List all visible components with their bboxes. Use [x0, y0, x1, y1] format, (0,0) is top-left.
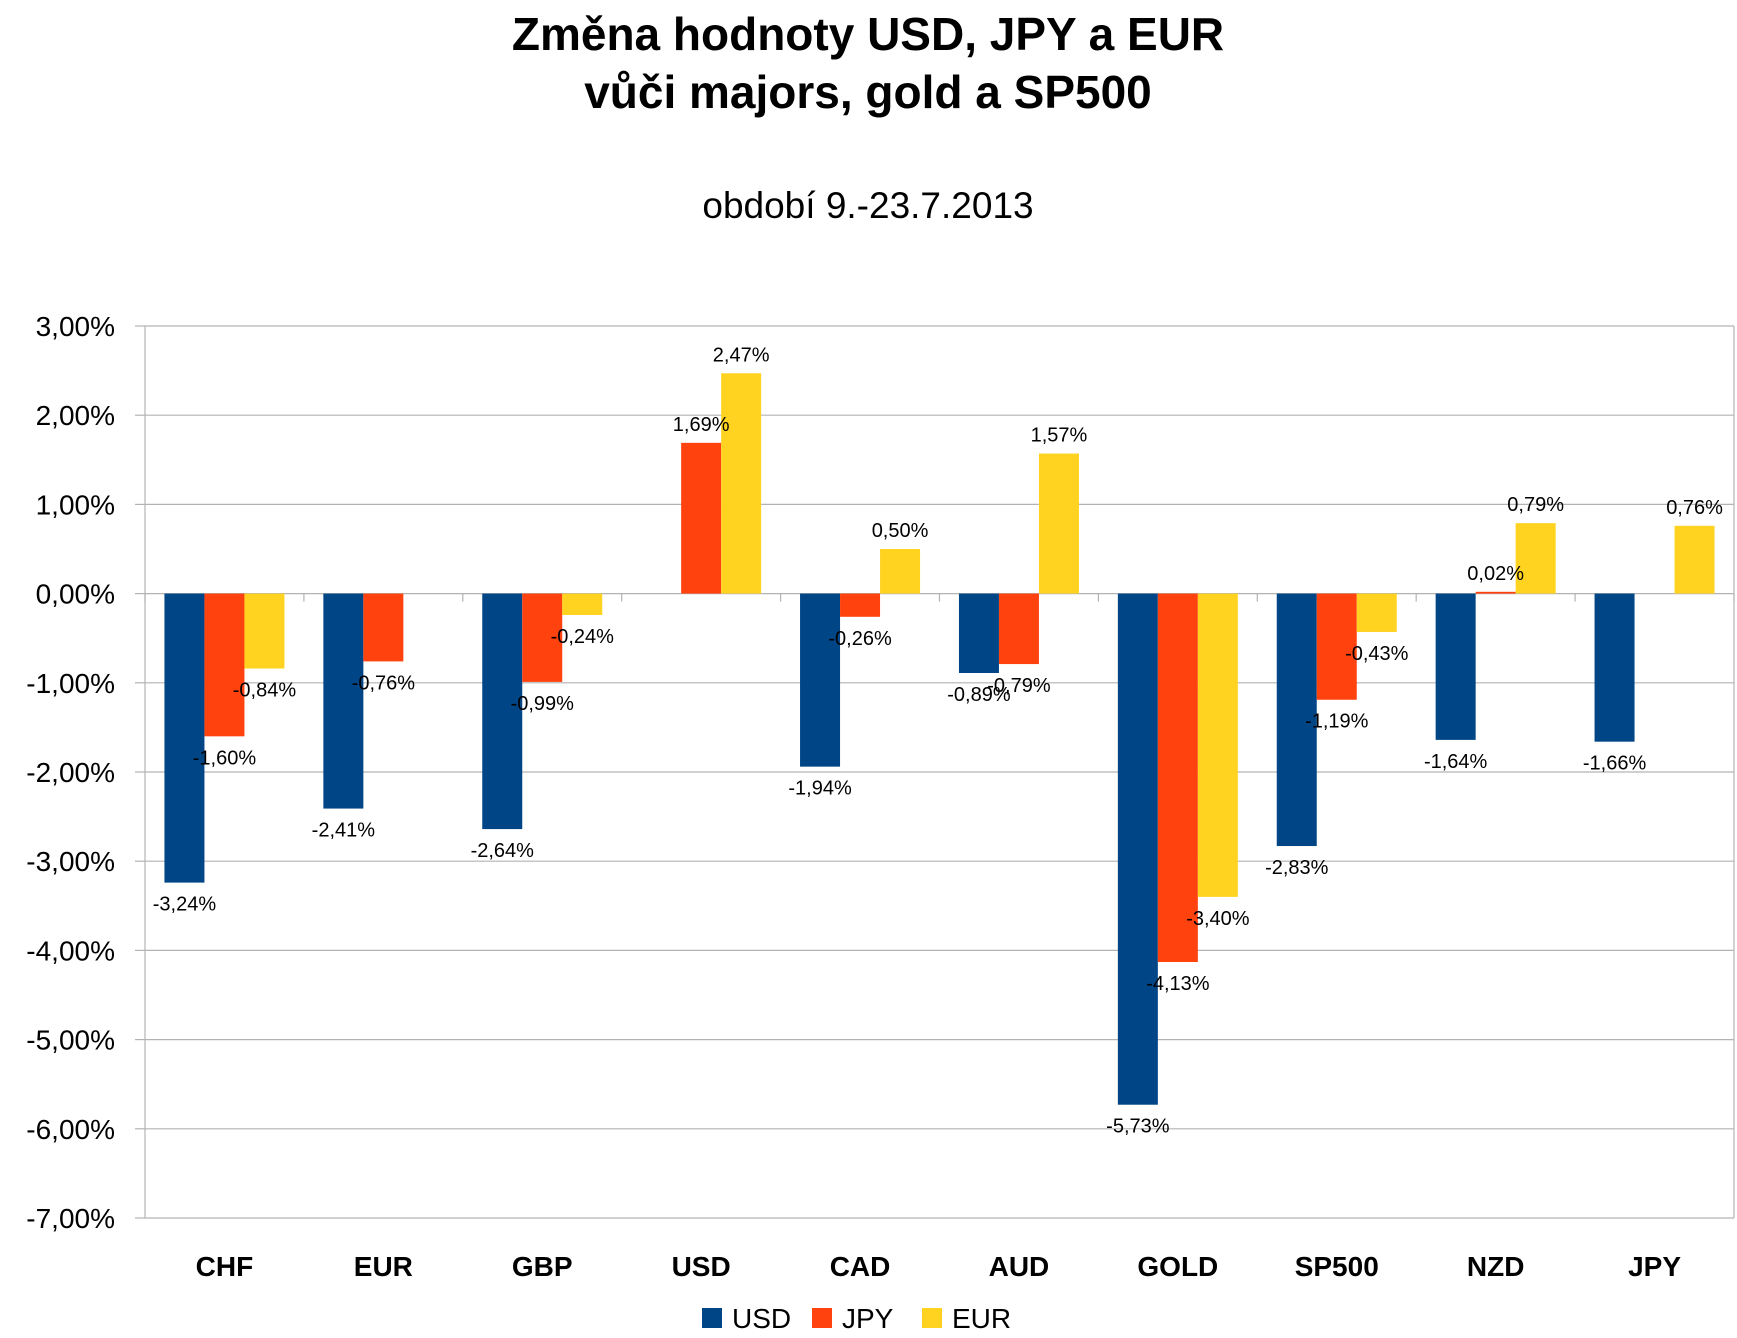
bar-usd-cad — [800, 593, 841, 767]
y-tick-label: -7,00% — [26, 1203, 115, 1234]
bar-eur-cad — [880, 549, 921, 594]
bar-jpy-cad — [840, 593, 881, 617]
data-label: -3,40% — [1186, 908, 1250, 930]
chart-title-line-1: Změna hodnoty USD, JPY a EUR — [512, 8, 1224, 60]
y-tick-label: 2,00% — [36, 400, 115, 431]
y-tick-label: 3,00% — [36, 311, 115, 342]
data-label: -5,73% — [1106, 1116, 1170, 1138]
data-labels: -3,24% -2,41% -2,64% -1,94% -0,89% -5,73% -2,8… — [153, 344, 1723, 1137]
y-tick-label: -5,00% — [26, 1025, 115, 1056]
data-label: -2,64% — [471, 840, 535, 862]
category-label: CAD — [830, 1251, 891, 1282]
bar-usd-nzd — [1435, 593, 1476, 740]
axes: 3,00% 2,00% 1,00% 0,00% -1,00% -2,00% -3,00% -4… — [26, 311, 1735, 1282]
bar-eur-gbp — [562, 593, 603, 616]
y-tick-label: -1,00% — [26, 668, 115, 699]
chart-subtitle: období 9.-23.7.2013 — [702, 185, 1033, 226]
bar-eur-jpy — [1674, 525, 1715, 594]
data-label: 2,47% — [713, 344, 770, 366]
bar-jpy-eur — [363, 593, 404, 662]
bar-usd-chf — [164, 593, 205, 883]
bar-jpy-gold — [1157, 593, 1198, 962]
data-label: 0,76% — [1666, 497, 1723, 519]
bar-usd-gbp — [482, 593, 523, 830]
category-label: EUR — [354, 1251, 413, 1282]
data-label: -0,43% — [1345, 643, 1409, 665]
grid-lines — [145, 325, 1734, 1219]
data-label: 0,02% — [1467, 563, 1524, 585]
data-label: -1,19% — [1305, 711, 1369, 733]
data-label: -1,94% — [788, 778, 852, 800]
data-label: 1,69% — [673, 414, 730, 436]
data-label: -0,26% — [828, 628, 892, 650]
data-label: -3,24% — [153, 894, 217, 916]
bar-jpy-gbp — [522, 593, 563, 682]
category-label: JPY — [1628, 1251, 1681, 1282]
category-label: SP500 — [1295, 1251, 1379, 1282]
bar-usd-aud — [958, 593, 999, 673]
data-label: 0,50% — [872, 520, 929, 542]
bar-usd-eur — [323, 593, 364, 809]
chart-title-line-2: vůči majors, gold a SP500 — [584, 66, 1152, 118]
data-label: -1,60% — [193, 747, 257, 769]
category-label: CHF — [196, 1251, 254, 1282]
bar-eur-usd — [721, 373, 762, 594]
bar-usd-sp500 — [1276, 593, 1317, 847]
data-label: -0,99% — [511, 693, 575, 715]
category-label: GBP — [512, 1251, 573, 1282]
data-label: -0,79% — [987, 675, 1051, 697]
bars — [164, 373, 1715, 1105]
category-label: AUD — [989, 1251, 1050, 1282]
data-label: -0,89% — [947, 684, 1011, 706]
legend-label: EUR — [952, 1303, 1011, 1334]
y-tick-label: -4,00% — [26, 935, 115, 966]
y-tick-label: 1,00% — [36, 489, 115, 520]
category-label: USD — [672, 1251, 731, 1282]
bar-eur-chf — [244, 593, 285, 669]
bar-eur-sp500 — [1356, 593, 1397, 632]
bar-usd-gold — [1117, 593, 1158, 1105]
bar-usd-jpy — [1594, 593, 1635, 742]
y-tick-label: -3,00% — [26, 846, 115, 877]
data-label: -2,83% — [1265, 857, 1329, 879]
data-label: -0,24% — [551, 626, 615, 648]
data-label: -1,66% — [1583, 753, 1647, 775]
bar-eur-aud — [1038, 453, 1079, 594]
bar-jpy-chf — [204, 593, 245, 737]
legend-swatch-usd — [702, 1308, 722, 1328]
data-label: -1,64% — [1424, 751, 1488, 773]
bar-jpy-usd — [681, 442, 722, 594]
bar-jpy-nzd — [1475, 591, 1516, 594]
category-label: GOLD — [1137, 1251, 1218, 1282]
legend-swatch-jpy — [812, 1308, 832, 1328]
bar-jpy-aud — [998, 593, 1039, 665]
data-label: -2,41% — [312, 820, 376, 842]
data-label: -0,84% — [233, 680, 297, 702]
bar-jpy-sp500 — [1316, 593, 1357, 700]
bar-eur-gold — [1197, 593, 1238, 897]
data-label: -4,13% — [1146, 973, 1210, 995]
y-tick-label: -2,00% — [26, 757, 115, 788]
legend-label: USD — [732, 1303, 791, 1334]
y-tick-label: -6,00% — [26, 1114, 115, 1145]
legend-label: JPY — [842, 1303, 894, 1334]
data-label: -0,76% — [352, 672, 416, 694]
category-label: NZD — [1467, 1251, 1525, 1282]
y-tick-label: 0,00% — [36, 579, 115, 610]
bar-eur-nzd — [1515, 523, 1556, 594]
data-label: 1,57% — [1031, 425, 1088, 447]
legend-swatch-eur — [922, 1308, 942, 1328]
legend: USD JPY EUR — [702, 1303, 1011, 1334]
data-label: 0,79% — [1507, 494, 1564, 516]
